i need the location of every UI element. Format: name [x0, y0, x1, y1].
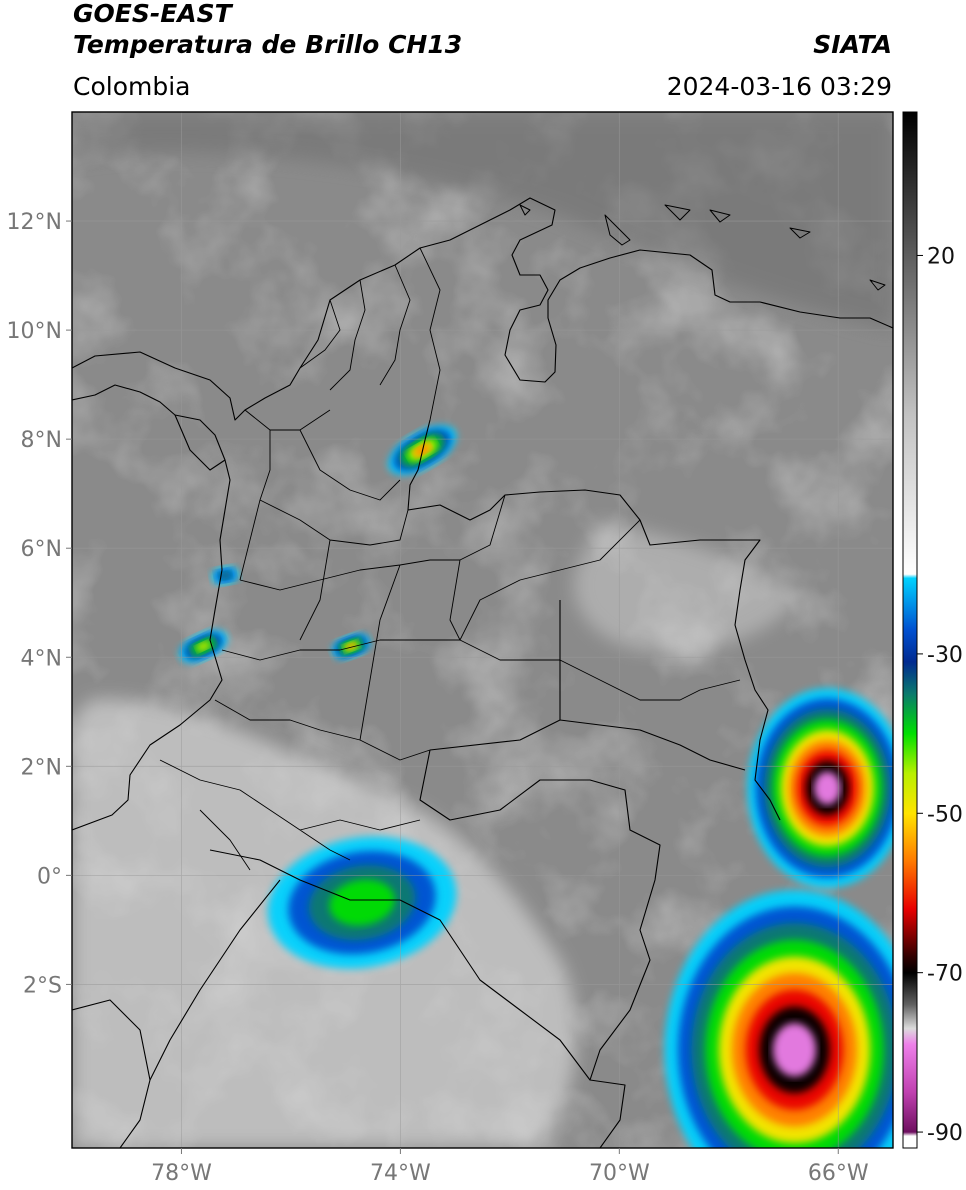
lon-tick-label: 66°W — [808, 1161, 869, 1186]
colorbar: 20 -30 -50 -70 -90 — [902, 111, 963, 1149]
lat-tick-label: 10°N — [7, 319, 62, 344]
storm-contour — [772, 1023, 817, 1077]
graticule — [72, 112, 893, 1148]
choco-storm-north — [211, 566, 240, 585]
amazon-mcs — [664, 889, 893, 1148]
map-frame — [71, 111, 894, 1149]
storm-contour — [329, 879, 395, 926]
longitude-labels: 78°W 74°W 70°W 66°W — [151, 1148, 869, 1186]
storm-contour — [813, 771, 841, 805]
storm-contour — [196, 641, 211, 651]
lat-tick-label: 0° — [37, 864, 62, 889]
colorbar-ramp — [902, 111, 918, 1149]
colorbar-ticks: 20 -30 -50 -70 -90 — [917, 244, 963, 1146]
colorbar-tick-label: -30 — [927, 643, 963, 668]
latitude-labels: 12°N 10°N 8°N 6°N 4°N 2°N 0° 2°S — [7, 210, 72, 998]
convective-storms — [179, 425, 893, 1148]
colorbar-tick-label: 20 — [927, 244, 955, 269]
panama-border — [174, 414, 226, 471]
region-label: Colombia — [73, 72, 191, 101]
storm-contour — [219, 571, 232, 580]
islands — [519, 204, 886, 291]
pacific-coastline — [72, 384, 231, 831]
colombia-ecuador-peru-border — [149, 849, 591, 1081]
lon-tick-label: 70°W — [589, 1161, 650, 1186]
putumayo-complex — [267, 836, 457, 969]
caribbean-coastline — [72, 197, 893, 421]
colorbar-tick-label: -50 — [927, 802, 963, 827]
lat-tick-label: 6°N — [21, 537, 62, 562]
departments — [159, 247, 741, 871]
lon-tick-label: 74°W — [370, 1161, 431, 1186]
lat-tick-label: 4°N — [21, 646, 62, 671]
satellite-title: GOES-EAST — [73, 0, 232, 28]
lat-tick-label: 8°N — [21, 428, 62, 453]
ecuador-coast — [72, 999, 151, 1148]
tolima-storm — [331, 633, 371, 659]
lon-tick-label: 78°W — [151, 1161, 212, 1186]
colorbar-tick-label: -90 — [927, 1121, 963, 1146]
colorbar-tick-label: -70 — [927, 962, 963, 987]
lat-tick-label: 2°N — [21, 755, 62, 780]
product-title: Temperatura de Brillo CH13 — [73, 30, 463, 59]
caribbean-sea-shade — [72, 112, 893, 330]
datetime-label: 2024-03-16 03:29 — [666, 72, 892, 101]
lat-tick-label: 2°S — [23, 973, 62, 998]
llanos-cirrus — [573, 520, 800, 653]
venezuela-mcs — [747, 688, 893, 889]
organization-label: SIATA — [813, 30, 892, 59]
lat-tick-label: 12°N — [7, 210, 62, 235]
choco-storm-south — [179, 630, 228, 663]
colombia-venezuela-border — [407, 419, 781, 821]
boundaries — [72, 197, 893, 1148]
